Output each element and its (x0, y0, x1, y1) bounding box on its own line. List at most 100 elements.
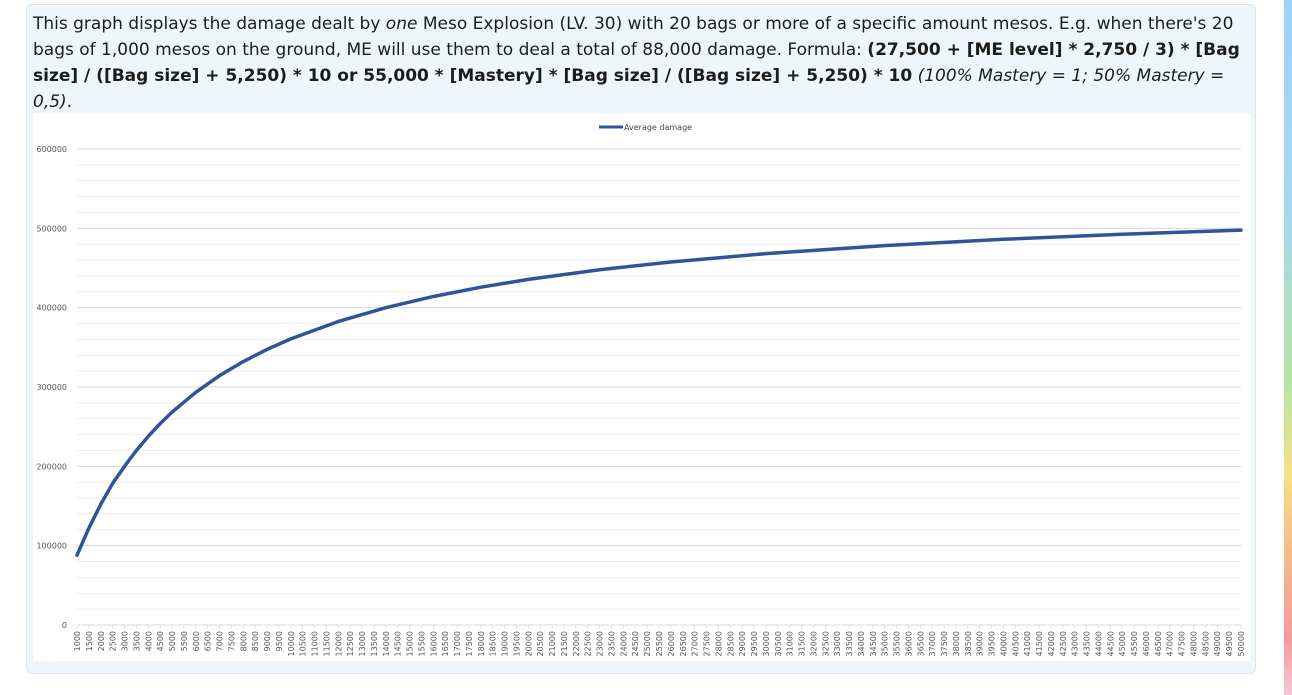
x-tick-label: 38000 (952, 631, 961, 656)
x-tick-label: 24000 (619, 631, 628, 656)
x-tick-label: 1000 (73, 631, 82, 651)
damage-line-chart: 0 100000 200000 300000 400000 500000 600000 100… (36, 123, 1246, 656)
x-tick-label: 8500 (251, 631, 260, 651)
y-tick-label: 200000 (36, 462, 67, 471)
x-tick-label: 35500 (893, 631, 902, 656)
x-tick-label: 50000 (1237, 631, 1246, 656)
y-tick-label: 0 (62, 621, 67, 630)
y-tick-label: 600000 (36, 145, 67, 154)
x-tick-label: 5000 (168, 631, 177, 651)
x-tick-label: 33000 (833, 631, 842, 656)
series-line-average-damage (75, 228, 1243, 557)
x-tick-label: 16500 (441, 631, 450, 656)
x-tick-label: 16000 (429, 631, 438, 656)
x-tick-label: 5500 (180, 631, 189, 651)
x-tick-label: 12000 (334, 631, 343, 656)
x-tick-label: 27500 (703, 631, 712, 656)
x-tick-label: 29000 (738, 631, 747, 656)
x-tick-label: 45000 (1118, 631, 1127, 656)
x-tick-label: 49500 (1225, 631, 1234, 656)
x-tick-label: 32500 (821, 631, 830, 656)
x-tick-label: 41500 (1035, 631, 1044, 656)
x-tick-label: 23500 (607, 631, 616, 656)
y-tick-label: 300000 (36, 383, 67, 392)
x-tick-label: 37000 (928, 631, 937, 656)
x-tick-label: 22500 (584, 631, 593, 656)
x-tick-label: 18000 (477, 631, 486, 656)
x-tick-label: 49000 (1213, 631, 1222, 656)
x-tick-label: 34500 (869, 631, 878, 656)
x-tick-label: 27000 (691, 631, 700, 656)
description-emphasis: one (385, 14, 418, 34)
x-tick-label: 34000 (857, 631, 866, 656)
x-tick-label: 13500 (370, 631, 379, 656)
x-tick-label: 13000 (358, 631, 367, 656)
x-tick-label: 14000 (382, 631, 391, 656)
x-tick-label: 42500 (1059, 631, 1068, 656)
x-tick-label: 18500 (489, 631, 498, 656)
x-tick-label: 36500 (916, 631, 925, 656)
y-tick-label: 100000 (36, 542, 67, 551)
x-tick-label: 15500 (417, 631, 426, 656)
x-tick-label: 36000 (904, 631, 913, 656)
x-tick-label: 42000 (1047, 631, 1056, 656)
x-tick-label: 1500 (85, 631, 94, 651)
x-tick-label: 39000 (976, 631, 985, 656)
x-tick-label: 2500 (109, 631, 118, 651)
y-tick-label: 400000 (36, 304, 67, 313)
x-tick-label: 19000 (501, 631, 510, 656)
x-tick-label: 17000 (453, 631, 462, 656)
x-tick-label: 26500 (679, 631, 688, 656)
x-tick-label: 25000 (643, 631, 652, 656)
x-tick-label: 20000 (524, 631, 533, 656)
x-tick-label: 19500 (512, 631, 521, 656)
x-tick-label: 28500 (726, 631, 735, 656)
x-tick-label: 6500 (204, 631, 213, 651)
x-tick-label: 21000 (548, 631, 557, 656)
x-tick-label: 15000 (406, 631, 415, 656)
x-tick-label: 45500 (1130, 631, 1139, 656)
x-tick-label: 31500 (798, 631, 807, 656)
x-tick-label: 40000 (999, 631, 1008, 656)
x-tick-label: 6000 (192, 631, 201, 651)
x-tick-label: 44500 (1106, 631, 1115, 656)
x-tick-label: 28000 (714, 631, 723, 656)
x-tick-label: 30000 (762, 631, 771, 656)
x-tick-label: 43000 (1071, 631, 1080, 656)
x-tick-label: 2000 (97, 631, 106, 651)
x-tick-label: 48500 (1201, 631, 1210, 656)
info-box: This graph displays the damage dealt by … (26, 4, 1256, 674)
x-tick-label: 26000 (667, 631, 676, 656)
x-tick-label: 17500 (465, 631, 474, 656)
x-tick-label: 22000 (572, 631, 581, 656)
x-tick-label: 38500 (964, 631, 973, 656)
x-tick-label: 20500 (536, 631, 545, 656)
description-end: . (66, 92, 73, 112)
x-tick-label: 3500 (132, 631, 141, 651)
x-tick-label: 43500 (1083, 631, 1092, 656)
x-tick-label: 35000 (881, 631, 890, 656)
description-text-2: Meso Explosion (LV. 30) with 20 bags or … (33, 14, 1234, 60)
description-text: This graph displays the damage dealt by (33, 14, 386, 34)
x-tick-label: 25500 (655, 631, 664, 656)
x-tick-label: 4000 (144, 631, 153, 651)
x-tick-label: 9000 (263, 631, 272, 651)
chart-description: This graph displays the damage dealt by … (33, 11, 1243, 115)
x-tick-label: 7500 (227, 631, 236, 651)
legend-label: Average damage (624, 123, 692, 132)
mastery-note: (100% Mastery = 1; 50% Mastery = 0,5) (33, 66, 1225, 112)
x-tick-label: 24500 (631, 631, 640, 656)
x-tick-label: 11500 (322, 631, 331, 656)
x-tick-label: 12500 (346, 631, 355, 656)
x-tick-label: 8000 (239, 631, 248, 651)
x-tick-label: 47000 (1166, 631, 1175, 656)
x-tick-label: 33500 (845, 631, 854, 656)
x-tick-label: 48000 (1189, 631, 1198, 656)
x-tick-label: 10000 (287, 631, 296, 656)
x-tick-label: 10500 (299, 631, 308, 656)
x-tick-label: 29500 (750, 631, 759, 656)
x-tick-label: 31000 (786, 631, 795, 656)
x-tick-label: 9500 (275, 631, 284, 651)
formula-text: (27,500 + [ME level] * 2,750 / 3) * [Bag… (33, 40, 1240, 86)
x-tick-label: 44000 (1094, 631, 1103, 656)
